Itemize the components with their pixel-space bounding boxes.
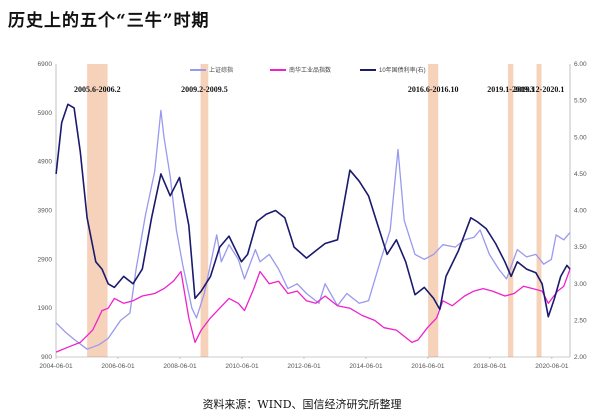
x-tick-label: 2006-06-01 [101,363,135,370]
period-label-layer: 2005.6-2006.2 2009.2-2009.5 2016.6-2016.10… [74,85,564,94]
left-tick-label: 4900 [38,159,53,166]
right-tick-label: 2.00 [574,354,587,361]
right-tick-label: 4.50 [574,171,587,178]
right-tick-label: 3.00 [574,281,587,288]
left-tick-label: 2900 [38,256,53,263]
series-line-2 [55,268,571,353]
left-tick-label: 6900 [38,61,53,68]
axis-layer: 900 1900 2900 3900 4900 5900 6900 2.00 2.50 3.00 3… [38,61,588,370]
x-tick-label: 2004-06-01 [39,363,73,370]
right-tick-label: 6.00 [574,61,587,68]
page-title: 历史上的五个“三牛”时期 [8,11,210,31]
left-tick-label: 900 [41,354,52,361]
period-band-3 [428,64,439,357]
chart: 900 1900 2900 3900 4900 5900 6900 2.00 2.50 3.00 3… [38,61,588,370]
period-shading-layer [87,64,542,357]
right-tick-label: 5.50 [574,98,587,105]
period-label-2: 2009.2-2009.5 [181,85,228,94]
period-band-5 [536,64,542,357]
period-label-5: 2019.12-2020.1 [514,85,565,94]
period-band-2 [200,64,209,357]
legend-label-2: 南华工业品指数 [289,66,331,74]
series-line-3 [55,103,571,318]
legend: 上证综指 南华工业品指数 10年国债利率(右) [190,66,426,74]
right-tick-label: 5.00 [574,134,587,141]
legend-label-1: 上证综指 [209,66,233,74]
x-tick-label: 2010-06-01 [225,363,259,370]
x-tick-label: 2012-06-01 [287,363,321,370]
right-tick-label: 3.50 [574,244,587,251]
left-tick-label: 5900 [38,110,53,117]
x-tick-label: 2018-06-01 [473,363,507,370]
period-band-4 [508,64,514,357]
series-line-1 [55,109,571,350]
period-label-1: 2005.6-2006.2 [74,85,121,94]
x-tick-label: 2016-06-01 [411,363,445,370]
source-note: 资料来源：WIND、国信经济研究所整理 [202,398,402,411]
legend-label-3: 10年国债利率(右) [379,66,426,74]
left-tick-label: 3900 [38,208,53,215]
x-tick-label: 2020-06-01 [535,363,569,370]
x-tick-label: 2014-06-01 [349,363,383,370]
period-label-3: 2016.6-2016.10 [408,85,459,94]
left-tick-label: 1900 [38,305,53,312]
period-band-1 [87,64,108,357]
right-tick-label: 4.00 [574,208,587,215]
period-label-4: 2019.1-2019.3 [487,85,534,94]
x-tick-label: 2008-06-01 [163,363,197,370]
right-tick-label: 2.50 [574,317,587,324]
series-layer [55,103,571,353]
